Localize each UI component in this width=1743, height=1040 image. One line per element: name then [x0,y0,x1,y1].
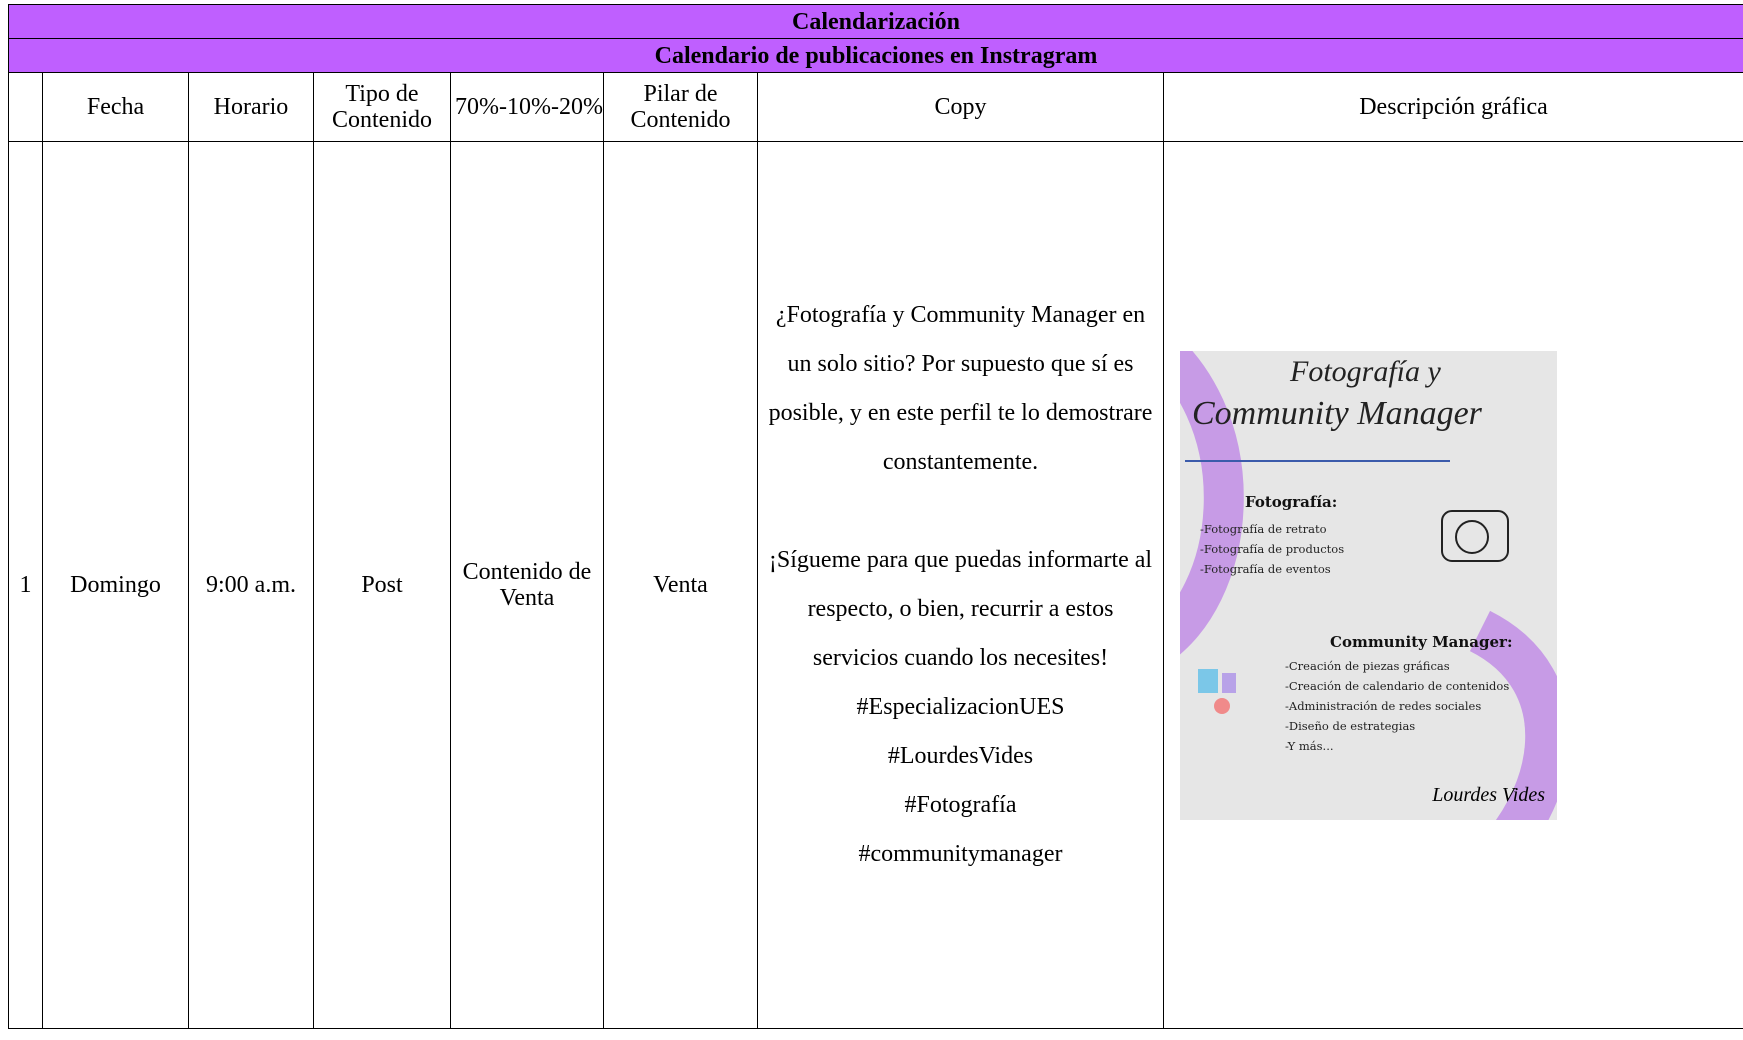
copy-paragraph: #Fotografía [904,792,1017,818]
header-cell: Pilar de Contenido [603,72,758,142]
graphic-item: -Creación de piezas gráficas [1285,658,1450,673]
header-cell: Tipo de Contenido [313,72,451,142]
header-cell: Copy [757,72,1164,142]
header-cell [8,72,43,142]
copy-paragraph: ¡Sígueme para que puedas informarte al r… [768,547,1153,671]
cell-copy: ¿Fotografía y Community Manager en un so… [757,141,1164,1029]
graphic-image: Fotografía y Community Manager Fotografí… [1180,350,1557,820]
cell-horario: 9:00 a.m. [188,141,314,1029]
cell-tipo: Post [313,141,451,1029]
graphic-item: -Fotografía de productos [1200,541,1345,556]
graphic-item: -Fotografía de retrato [1200,521,1327,536]
copy-paragraph: #EspecializacionUES [856,694,1065,720]
table-title: Calendarización [8,4,1743,39]
graphic-heading: Community Manager: [1330,632,1513,651]
graphic-list: -Creación de piezas gráficas -Creación de… [1285,656,1509,756]
graphic-item: -Diseño de estrategias [1285,718,1416,733]
graphic-list: -Fotografía de retrato -Fotografía de pro… [1200,519,1344,579]
row-number: 1 [8,141,43,1029]
table-subtitle: Calendario de publicaciones en Instragra… [8,38,1743,73]
header-cell: Descripción gráfica [1163,72,1743,142]
graphic-item: -Creación de calendario de contenidos [1285,678,1510,693]
graphic-item: -Administración de redes sociales [1285,698,1482,713]
header-cell: Fecha [42,72,189,142]
graphic-item: -Y más... [1285,738,1334,753]
graphic-decor [1180,350,1557,820]
header-cell: Horario [188,72,314,142]
cell-pilar: Venta [603,141,758,1029]
calendar-table: Calendarización Calendario de publicacio… [8,4,1743,1029]
graphic-heading: Fotografía: [1245,492,1338,511]
cell-fecha: Domingo [42,141,189,1029]
cell-graphic: Fotografía y Community Manager Fotografí… [1163,141,1743,1029]
graphic-title: Fotografía y [1290,354,1441,388]
graphic-title: Community Manager [1192,394,1482,432]
graphic-item: -Fotografía de eventos [1200,561,1331,576]
header-cell: 70%-10%-20% [450,72,604,142]
cell-porcentaje: Contenido de Venta [450,141,604,1029]
copy-paragraph: #LourdesVides [887,743,1034,769]
copy-paragraph: #communitymanager [858,841,1063,867]
copy-paragraph: ¿Fotografía y Community Manager en un so… [768,302,1153,475]
graphic-signature: Lourdes Vides [1432,783,1545,806]
